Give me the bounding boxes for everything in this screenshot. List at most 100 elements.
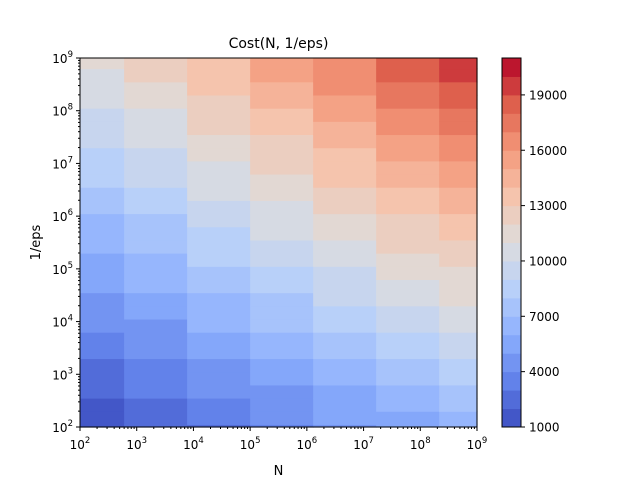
y-tick-label: 105 bbox=[52, 261, 73, 277]
heatmap-cell bbox=[124, 305, 188, 320]
heatmap-cell bbox=[80, 358, 125, 373]
heatmap-cell bbox=[187, 173, 251, 188]
heatmap-cell bbox=[439, 58, 478, 70]
heatmap-cell bbox=[376, 187, 440, 201]
heatmap-cell bbox=[187, 318, 251, 333]
heatmap-cell bbox=[124, 147, 188, 162]
colorbar-level bbox=[502, 58, 521, 77]
x-tick-label: 102 bbox=[70, 436, 91, 452]
heatmap-cell bbox=[187, 134, 251, 149]
heatmap-cell bbox=[313, 279, 377, 294]
heatmap-cell bbox=[187, 213, 251, 228]
heatmap-cell bbox=[250, 266, 314, 280]
heatmap-cell bbox=[376, 318, 440, 333]
heatmap-cell bbox=[439, 292, 478, 307]
heatmap-cell bbox=[439, 147, 478, 162]
heatmap-cell bbox=[313, 213, 377, 228]
heatmap-cell bbox=[439, 81, 478, 96]
y-tick-label: 109 bbox=[52, 50, 73, 66]
colorbar-level bbox=[502, 94, 521, 114]
y-tick-label: 102 bbox=[52, 419, 73, 435]
heatmap-cell bbox=[80, 318, 125, 333]
colorbar-level bbox=[502, 187, 521, 207]
x-axis: 102 103 104 105 106 107 108 109 bbox=[70, 427, 487, 452]
heatmap-cell bbox=[187, 239, 251, 254]
colorbar-level bbox=[502, 260, 521, 280]
heatmap-cell bbox=[124, 358, 188, 373]
colorbar-level bbox=[502, 353, 521, 373]
y-axis: 102 103 104 105 106 107 108 109 bbox=[52, 50, 80, 435]
heatmap-cell bbox=[187, 147, 251, 162]
heatmap-cell bbox=[376, 81, 440, 96]
colorbar-tick-label: 10000 bbox=[529, 254, 567, 268]
heatmap-cell bbox=[187, 160, 251, 175]
heatmap-cell bbox=[313, 239, 377, 254]
heatmap-cell bbox=[124, 411, 188, 425]
heatmap-cell bbox=[376, 345, 440, 360]
heatmap-cell bbox=[250, 200, 314, 215]
heatmap-cell bbox=[313, 305, 377, 320]
heatmap-cell bbox=[250, 384, 314, 399]
heatmap-cell bbox=[313, 226, 377, 241]
heatmap-cell bbox=[187, 398, 251, 412]
heatmap-cell bbox=[250, 58, 314, 70]
heatmap-cell bbox=[250, 147, 314, 162]
heatmap-cell bbox=[124, 68, 188, 83]
colorbar-level bbox=[502, 242, 521, 262]
heatmap-cell bbox=[439, 279, 478, 294]
heatmap-cell bbox=[187, 371, 251, 386]
heatmap-cell bbox=[187, 345, 251, 360]
heatmap-cell bbox=[250, 279, 314, 294]
colorbar bbox=[502, 58, 521, 428]
heatmap-cell bbox=[124, 187, 188, 201]
heatmap-cell bbox=[376, 358, 440, 373]
colorbar-level bbox=[502, 279, 521, 299]
heatmap-cell bbox=[124, 371, 188, 386]
heatmap-cell bbox=[313, 58, 377, 70]
colorbar-level bbox=[502, 168, 521, 188]
heatmap-cell bbox=[187, 292, 251, 307]
x-tick-label: 108 bbox=[410, 436, 431, 452]
heatmap-cell bbox=[250, 305, 314, 320]
heatmap-cell bbox=[124, 134, 188, 149]
heatmap-cell bbox=[250, 187, 314, 201]
heatmap-cell bbox=[187, 358, 251, 373]
x-tick-label: 105 bbox=[240, 436, 261, 452]
colorbar-level bbox=[502, 150, 521, 170]
colorbar-level bbox=[502, 205, 521, 225]
heatmap-cell bbox=[313, 200, 377, 215]
heatmap-cell bbox=[250, 358, 314, 373]
heatmap-cell bbox=[313, 173, 377, 188]
heatmap-cell bbox=[187, 187, 251, 201]
heatmap-cell bbox=[187, 266, 251, 280]
heatmap-cell bbox=[187, 68, 251, 83]
heatmap-cell bbox=[124, 226, 188, 241]
heatmap-cell bbox=[439, 266, 478, 280]
y-tick-label: 107 bbox=[52, 155, 73, 171]
heatmap-cell bbox=[313, 81, 377, 96]
heatmap-cell bbox=[124, 398, 188, 412]
heatmap-cell bbox=[376, 200, 440, 215]
heatmap-cell bbox=[187, 94, 251, 109]
colorbar-level bbox=[502, 76, 521, 96]
heatmap-cell bbox=[124, 266, 188, 280]
heatmap-cell bbox=[124, 279, 188, 294]
heatmap-cell bbox=[124, 318, 188, 333]
colorbar-level bbox=[502, 316, 521, 336]
heatmap-cell bbox=[80, 292, 125, 307]
heatmap-cell bbox=[376, 371, 440, 386]
heatmap-cell bbox=[80, 160, 125, 175]
heatmap-cell bbox=[124, 253, 188, 267]
heatmap-cell bbox=[80, 108, 125, 122]
heatmap-cell bbox=[376, 58, 440, 70]
heatmap-cell bbox=[250, 121, 314, 136]
heatmap-cell bbox=[313, 108, 377, 122]
heatmap-cell bbox=[313, 345, 377, 360]
heatmap-cell bbox=[124, 213, 188, 228]
heatmap-cell bbox=[376, 266, 440, 280]
heatmap-cell bbox=[250, 213, 314, 228]
colorbar-tick-label: 7000 bbox=[529, 310, 560, 324]
heatmap-cell bbox=[80, 200, 125, 215]
heatmap-cell bbox=[313, 134, 377, 149]
